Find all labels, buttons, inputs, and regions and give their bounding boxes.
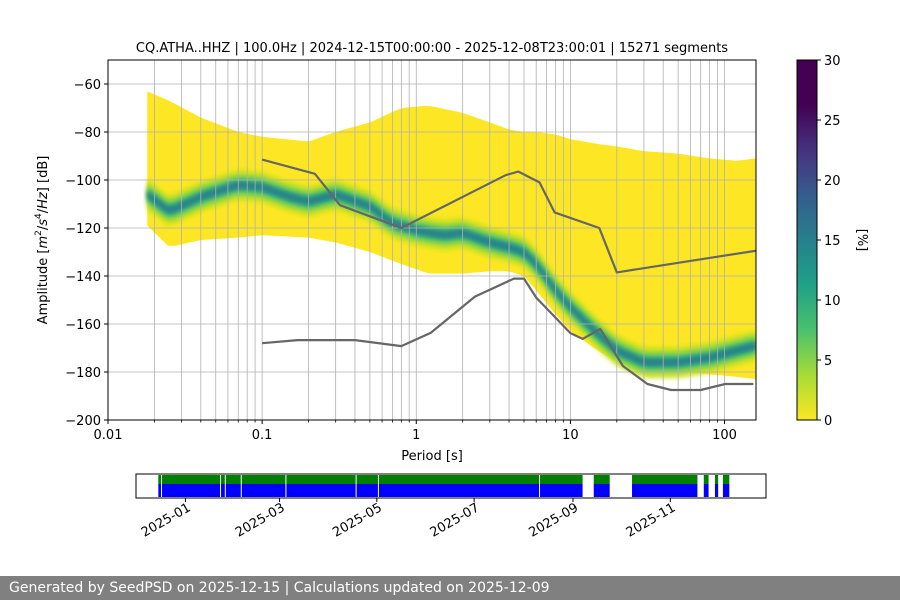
x-tick-label: 100 bbox=[712, 428, 737, 443]
timeline-frame bbox=[135, 473, 767, 499]
plot-frame bbox=[107, 59, 757, 421]
reference-curves bbox=[261, 158, 756, 392]
timeline-segment-availability bbox=[722, 475, 730, 484]
timeline-segment-used bbox=[632, 484, 698, 497]
timeline-segment-used bbox=[703, 484, 709, 497]
timeline-segment-used bbox=[722, 484, 730, 497]
colorbar-tick-label: 5 bbox=[824, 354, 832, 369]
y-tick-label: −180 bbox=[65, 366, 101, 381]
x-tick-label: 0.01 bbox=[94, 428, 123, 443]
y-tick-label: −200 bbox=[65, 414, 101, 429]
series-line-nlnm bbox=[262, 277, 754, 392]
timeline-ticks: 2025-01 2025-03 2025-05 2025-07 2025-09 2025-… bbox=[139, 498, 678, 541]
y-tick-label: −60 bbox=[74, 78, 101, 93]
timeline-segment-availability bbox=[158, 475, 583, 484]
colorbar-ticks: 0 5 10 15 20 25 30 bbox=[817, 54, 841, 429]
timeline-segment-availability bbox=[593, 475, 610, 484]
y-tick-label: −160 bbox=[65, 318, 101, 333]
colorbar-tick-label: 15 bbox=[824, 234, 841, 249]
timeline-bars bbox=[158, 475, 730, 497]
timeline-tick-label: 2025-03 bbox=[233, 500, 288, 540]
availability-timeline: 2025-01 2025-03 2025-05 2025-07 2025-09 2025-… bbox=[135, 473, 767, 541]
y-tick-label: −140 bbox=[65, 270, 101, 285]
y-tick-label: −120 bbox=[65, 222, 101, 237]
colorbar-gradient bbox=[796, 59, 818, 421]
x-tick-label: 1 bbox=[412, 428, 420, 443]
colorbar-label: [%] bbox=[854, 229, 869, 252]
timeline-segment-availability bbox=[703, 475, 709, 484]
timeline-segment-availability bbox=[632, 475, 698, 484]
timeline-segment-used bbox=[714, 484, 719, 497]
timeline-tick-label: 2025-01 bbox=[139, 500, 194, 540]
x-axis-label: Period [s] bbox=[401, 449, 463, 464]
timeline-tick-label: 2025-09 bbox=[526, 500, 581, 540]
series-line-nhnm bbox=[261, 158, 756, 274]
grid-lines bbox=[108, 60, 756, 420]
timeline-tick-label: 2025-05 bbox=[330, 500, 385, 540]
y-axis-ticks: −200 −180 −160 −140 −120 −100 −80 −60 bbox=[65, 78, 108, 429]
footer-bar: Generated by SeedPSD on 2025-12-15 | Cal… bbox=[0, 576, 900, 600]
x-axis-ticks: 0.01 0.1 1 10 100 bbox=[94, 420, 737, 443]
colorbar-tick-label: 20 bbox=[824, 174, 841, 189]
timeline-segment-used bbox=[158, 484, 583, 497]
colorbar-tick-label: 25 bbox=[824, 114, 841, 129]
timeline-tick-label: 2025-07 bbox=[428, 500, 483, 540]
footer-text: Generated by SeedPSD on 2025-12-15 | Cal… bbox=[9, 580, 550, 596]
x-tick-label: 10 bbox=[562, 428, 579, 443]
ppsd-heatmap bbox=[147, 91, 756, 380]
timeline-segment-availability bbox=[714, 475, 719, 484]
heatmap-band-outer bbox=[147, 169, 756, 379]
timeline-tick-label: 2025-11 bbox=[624, 500, 679, 540]
colorbar: 0 5 10 15 20 25 30 [%] bbox=[796, 54, 869, 429]
x-tick-label: 0.1 bbox=[252, 428, 273, 443]
colorbar-tick-label: 10 bbox=[824, 294, 841, 309]
chart-title: CQ.ATHA..HHZ | 100.0Hz | 2024-12-15T00:0… bbox=[136, 41, 728, 56]
heatmap-band-inner bbox=[147, 179, 756, 369]
timeline-segment-used bbox=[593, 484, 610, 497]
y-tick-label: −100 bbox=[65, 174, 101, 189]
colorbar-tick-label: 30 bbox=[824, 54, 841, 69]
ppsd-plot: 0.01 0.1 1 10 100 −200 −180 −160 −140 −120 −100 −8… bbox=[65, 59, 757, 443]
y-tick-label: −80 bbox=[74, 126, 101, 141]
y-axis-label: Amplitude [m2/s4/Hz] [dB] bbox=[34, 156, 51, 325]
colorbar-tick-label: 0 bbox=[824, 414, 832, 429]
